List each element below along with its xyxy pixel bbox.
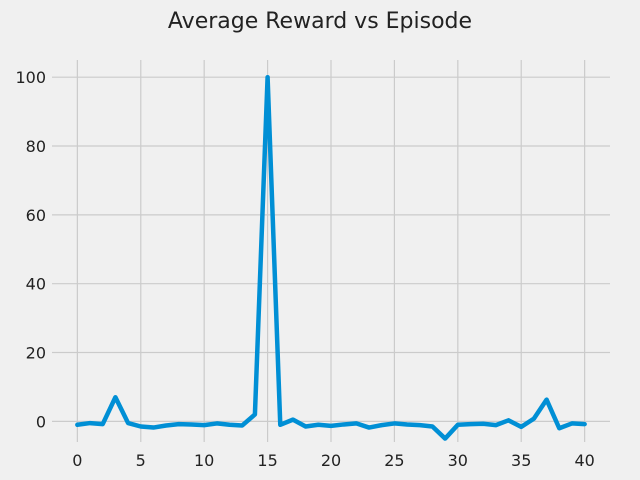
y-tick-label: 100 (15, 68, 46, 87)
x-tick-label: 35 (511, 451, 531, 470)
x-tick-label: 30 (448, 451, 468, 470)
chart-title: Average Reward vs Episode (168, 9, 472, 34)
grid-layer (52, 60, 610, 442)
y-tick-label: 20 (26, 344, 46, 363)
x-tick-label: 40 (574, 451, 594, 470)
x-tick-label: 5 (136, 451, 146, 470)
y-tick-label: 0 (36, 412, 46, 431)
y-tick-label: 40 (26, 275, 46, 294)
y-tick-label: 60 (26, 206, 46, 225)
x-tick-label: 10 (194, 451, 214, 470)
x-tick-label: 20 (321, 451, 341, 470)
tick-labels: 0 5 10 15 20 25 30 35 40 0 20 40 60 80 100 (15, 68, 594, 470)
x-tick-label: 0 (72, 451, 82, 470)
series-layer (75, 74, 587, 441)
y-tick-label: 80 (26, 137, 46, 156)
x-tick-label: 25 (384, 451, 404, 470)
x-tick-label: 15 (257, 451, 277, 470)
